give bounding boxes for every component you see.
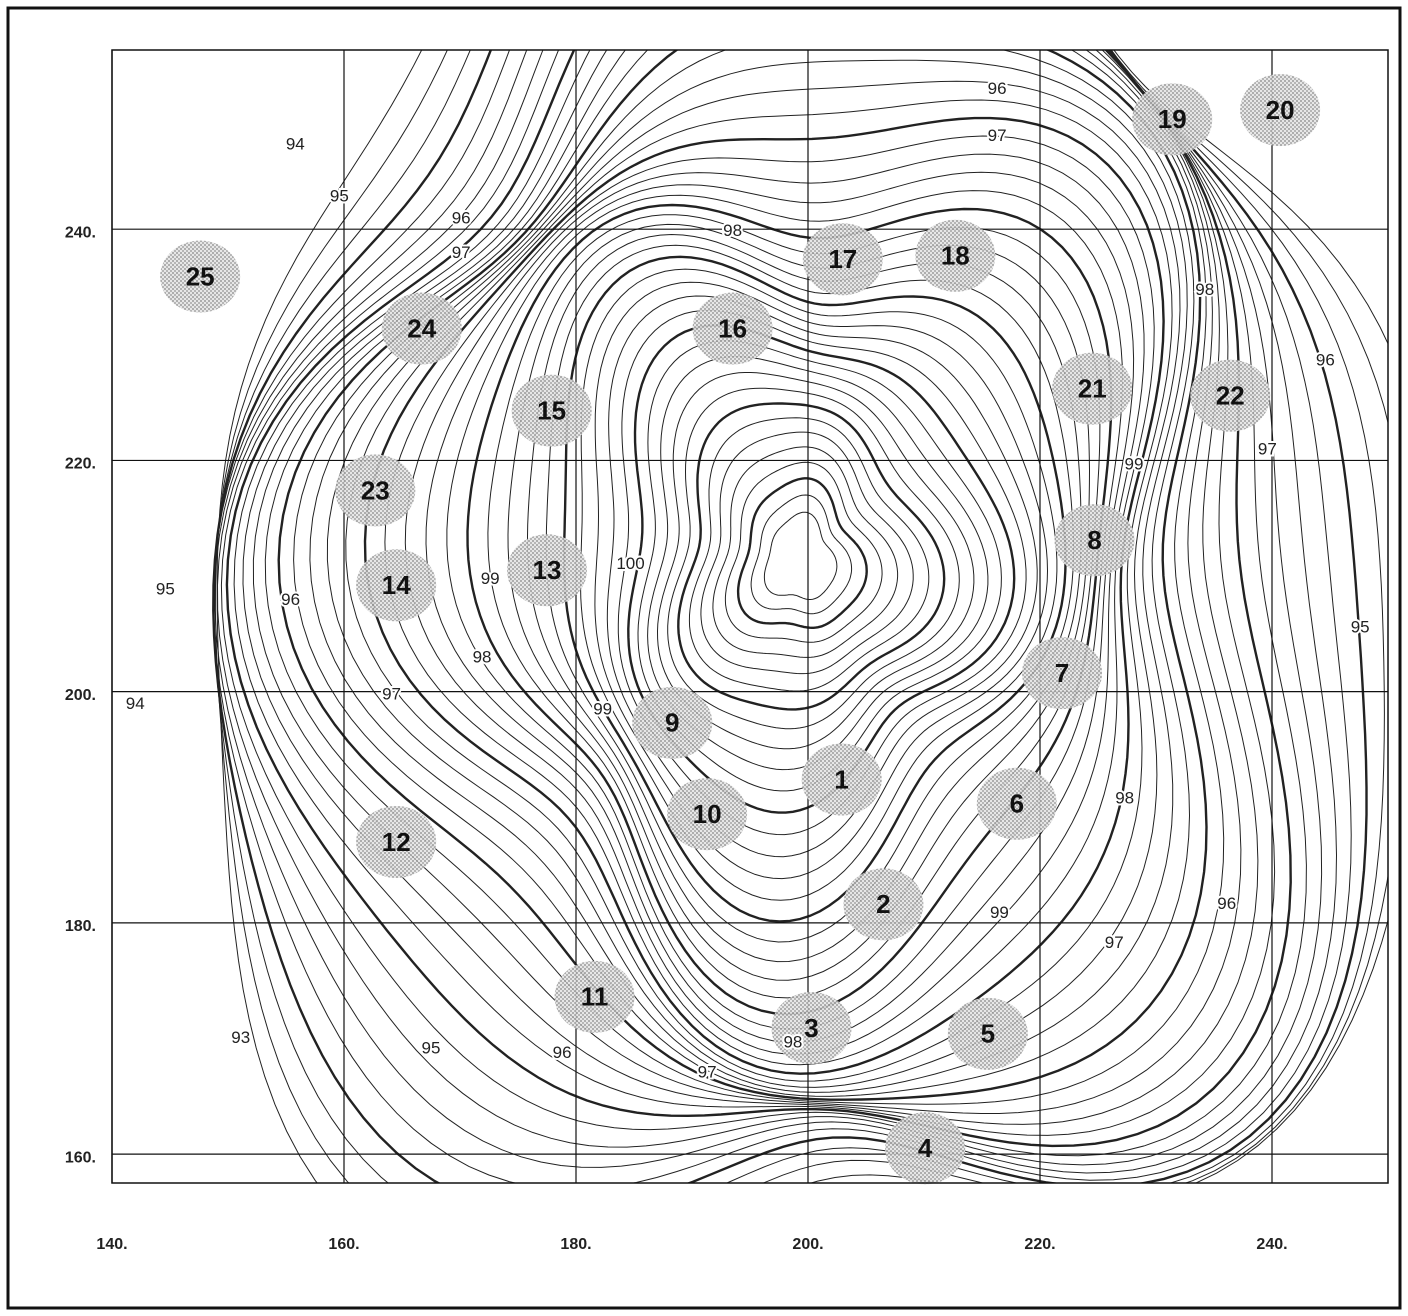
contour-label: 99: [481, 569, 500, 588]
site-label: 1: [834, 764, 848, 794]
contour-label: 93: [231, 1028, 250, 1047]
site-label: 8: [1087, 525, 1101, 555]
site-label: 10: [693, 799, 722, 829]
contour-label: 98: [1195, 280, 1214, 299]
x-tick-label: 200.: [792, 1236, 823, 1253]
contour-label: 97: [452, 243, 471, 262]
site-label: 22: [1216, 381, 1245, 411]
contour-label: 98: [473, 648, 492, 667]
contour-label: 97: [698, 1063, 717, 1082]
y-tick-label: 180.: [65, 918, 96, 935]
contour-label: 94: [286, 134, 305, 153]
site-label: 13: [533, 555, 562, 585]
site-label: 3: [804, 1013, 818, 1043]
contour-label: 94: [126, 694, 145, 713]
contour-label: 100: [616, 554, 644, 573]
y-tick-label: 220.: [65, 456, 96, 473]
contour-label: 96: [988, 79, 1007, 98]
site-label: 20: [1266, 95, 1295, 125]
site-label: 23: [361, 475, 390, 505]
site-label: 9: [665, 708, 679, 738]
contour-label: 96: [452, 208, 471, 227]
contour-label: 96: [1316, 350, 1335, 369]
contour-label: 97: [1258, 440, 1277, 459]
contour-label: 99: [593, 700, 612, 719]
site-label: 4: [918, 1133, 933, 1163]
site-label: 19: [1158, 104, 1187, 134]
contour-label: 95: [156, 579, 175, 598]
contour-label: 96: [1217, 894, 1236, 913]
contour-label: 95: [330, 186, 349, 205]
site-label: 12: [382, 827, 411, 857]
site-label: 6: [1010, 789, 1024, 819]
x-tick-label: 140.: [96, 1236, 127, 1253]
site-label: 15: [537, 396, 566, 426]
contour-label: 95: [422, 1038, 441, 1057]
contour-label: 96: [281, 590, 300, 609]
contour-label: 96: [553, 1043, 572, 1062]
site-label: 24: [407, 314, 436, 344]
contour-label: 97: [382, 685, 401, 704]
site-label: 11: [581, 982, 609, 1012]
y-tick-label: 200.: [65, 687, 96, 704]
y-tick-label: 160.: [65, 1149, 96, 1166]
contour-label: 98: [723, 221, 742, 240]
x-tick-label: 220.: [1024, 1236, 1055, 1253]
site-label: 5: [981, 1019, 995, 1049]
site-label: 7: [1055, 658, 1069, 688]
x-tick-label: 160.: [328, 1236, 359, 1253]
x-tick-label: 240.: [1256, 1236, 1287, 1253]
contour-label: 99: [1124, 455, 1143, 474]
site-label: 18: [941, 241, 970, 271]
x-tick-label: 180.: [560, 1236, 591, 1253]
contour-label: 97: [1105, 933, 1124, 952]
contour-label: 99: [990, 903, 1009, 922]
contour-label: 95: [1351, 618, 1370, 637]
site-label: 14: [382, 570, 411, 600]
contour-label: 97: [988, 126, 1007, 145]
site-label: 21: [1078, 374, 1107, 404]
site-label: 17: [828, 244, 857, 274]
site-label: 16: [718, 314, 747, 344]
site-label: 25: [186, 261, 215, 291]
site-label: 2: [876, 889, 890, 919]
y-tick-label: 240.: [65, 224, 96, 241]
contour-label: 98: [783, 1033, 802, 1052]
map: 140. 160. 180. 200. 220. 240. 160. 180. 200. 220.…: [0, 0, 1408, 1316]
contour-label: 98: [1115, 789, 1134, 808]
